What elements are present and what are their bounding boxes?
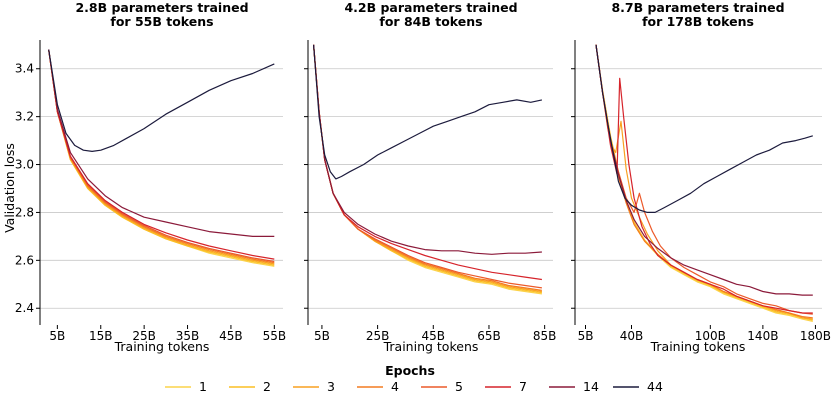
legend-label: 7	[519, 379, 527, 394]
subplot-2-gridlines	[308, 68, 553, 309]
subplot-3-y-ticks	[571, 68, 575, 309]
x-tick-label: 100B	[695, 329, 726, 343]
legend-label: 4	[391, 379, 399, 394]
series-line-epochs-7	[595, 44, 813, 314]
y-tick-label: 3.0	[15, 158, 34, 172]
series-line-epochs-3	[595, 44, 813, 320]
x-axis-label: Training tokens	[383, 339, 479, 354]
legend-item-44: 44	[613, 379, 663, 394]
subplot-2-y-ticks	[304, 68, 308, 309]
x-tick-label: 40B	[620, 329, 644, 343]
legend-item-5: 5	[421, 379, 463, 394]
x-tick-label: 140B	[747, 329, 778, 343]
y-tick-label: 2.6	[15, 253, 34, 267]
x-tick-label: 180B	[800, 329, 831, 343]
y-tick-label: 3.2	[15, 110, 34, 124]
series-line-epochs-7	[48, 49, 275, 260]
subplot-1: 2.8B parameters trained for 55B tokens 2.…	[15, 0, 286, 354]
legend-label: 14	[583, 379, 599, 394]
legend-title: Epochs	[385, 363, 435, 378]
x-tick-label: 5B	[578, 329, 594, 343]
series-line-epochs-14	[595, 44, 813, 296]
series-line-epochs-3	[48, 49, 275, 265]
legend-items: 1 2 3 4 5 7 14 44	[165, 379, 663, 394]
series-line-epochs-5	[595, 44, 813, 315]
x-tick-label: 65B	[477, 329, 501, 343]
subplot-2-title: 4.2B parameters trained for 84B tokens	[344, 0, 517, 29]
x-tick-label: 5B	[49, 329, 65, 343]
y-tick-label: 2.8	[15, 205, 34, 219]
legend-label: 2	[263, 379, 271, 394]
subplot-1-title: 2.8B parameters trained for 55B tokens	[75, 0, 248, 29]
x-tick-label: 45B	[219, 329, 243, 343]
x-tick-label: 25B	[366, 329, 390, 343]
series-line-epochs-44	[595, 44, 813, 213]
series-line-epochs-5	[48, 49, 275, 263]
x-tick-label: 85B	[533, 329, 557, 343]
x-tick-label: 45B	[422, 329, 446, 343]
series-line-epochs-14	[48, 49, 275, 237]
series-line-epochs-7	[313, 44, 542, 281]
series-line-epochs-5	[313, 44, 542, 289]
x-tick-label: 25B	[132, 329, 156, 343]
subplot-2-series	[313, 44, 543, 295]
subplot-1-y-ticks: 2.4 2.6 2.8 3.0 3.2 3.4	[15, 62, 40, 315]
series-line-epochs-3	[313, 44, 542, 293]
subplot-3-series	[595, 44, 813, 322]
series-line-epochs-44	[313, 44, 543, 180]
legend-item-4: 4	[357, 379, 399, 394]
x-tick-label: 15B	[89, 329, 113, 343]
x-tick-label: 5B	[314, 329, 330, 343]
subplot-1-x-label: Training tokens	[114, 339, 210, 354]
legend-label: 1	[199, 379, 207, 394]
series-line-epochs-44	[48, 49, 275, 152]
subplot-3-title: 8.7B parameters trained for 178B tokens	[611, 0, 784, 29]
subplot-1-series	[48, 49, 275, 267]
subplot-3: 8.7B parameters trained for 178B tokens 5…	[571, 0, 831, 354]
legend-item-7: 7	[485, 379, 527, 394]
x-tick-label: 55B	[263, 329, 287, 343]
subplot-2-x-ticks: 5B 25B 45B 65B 85B	[314, 325, 556, 343]
series-line-epochs-2	[313, 44, 542, 294]
legend-label: 44	[647, 379, 663, 394]
subplot-3-x-ticks: 5B 40B 100B 140B 180B	[578, 325, 831, 343]
legend-label: 5	[455, 379, 463, 394]
subplot-1-gridlines	[40, 68, 283, 309]
y-axis-label: Validation loss	[2, 143, 17, 233]
subplot-1-x-ticks: 5B 15B 25B 35B 45B 55B	[49, 325, 286, 343]
y-tick-label: 3.4	[15, 62, 34, 76]
subplot-2: 4.2B parameters trained for 84B tokens 5B…	[304, 0, 556, 343]
series-line-epochs-14	[313, 44, 542, 255]
legend-item-1: 1	[165, 379, 207, 394]
legend-label: 3	[327, 379, 335, 394]
y-tick-label: 2.4	[15, 301, 34, 315]
subplot-3-x-label: Training tokens	[650, 339, 746, 354]
x-tick-label: 35B	[176, 329, 200, 343]
legend-item-3: 3	[293, 379, 335, 394]
subplot-3-gridlines	[575, 68, 822, 309]
legend: Epochs 1 2 3 4 5 7 14 44	[165, 363, 663, 394]
legend-item-2: 2	[229, 379, 271, 394]
legend-item-14: 14	[549, 379, 599, 394]
